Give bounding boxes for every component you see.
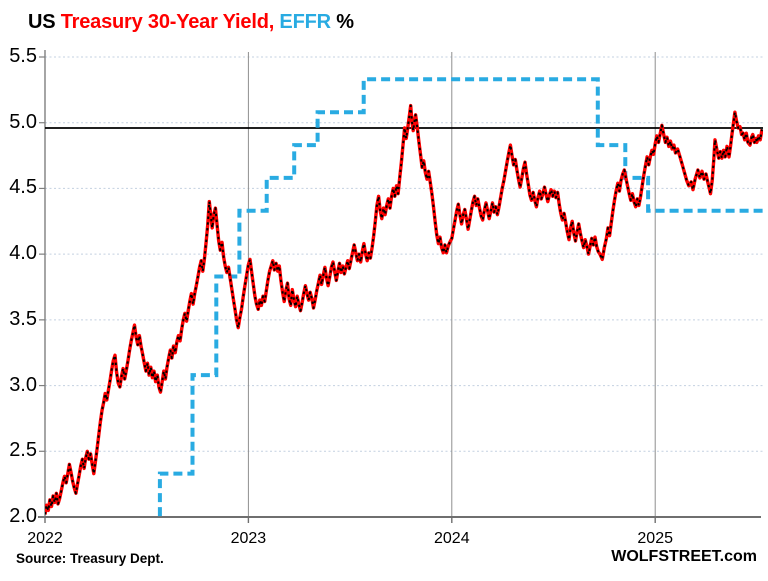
x-label-2022: 2022 [27, 530, 63, 547]
chart-title: US Treasury 30-Year Yield, EFFR % [28, 11, 354, 34]
wolfstreet-branding: WOLFSTREET.com [611, 548, 757, 565]
y-label-5.0: 5.0 [9, 110, 37, 133]
axes [38, 50, 761, 518]
axis-ticks [39, 56, 656, 523]
y-label-2.5: 2.5 [9, 439, 37, 462]
treasury-yield-line [45, 103, 763, 515]
treasury-yield-dash-overlay [45, 104, 763, 515]
y-label-3.0: 3.0 [9, 373, 37, 396]
title-treasury-series: Treasury 30-Year Yield, [60, 11, 275, 33]
x-label-2024: 2024 [434, 530, 470, 547]
y-label-5.5: 5.5 [9, 45, 37, 68]
y-label-2.0: 2.0 [9, 505, 37, 528]
title-effr-series: EFFR [274, 11, 331, 33]
effr-step-line [157, 77, 763, 517]
y-label-4.5: 4.5 [9, 176, 37, 199]
x-label-2025: 2025 [637, 530, 673, 547]
title-percent: % [330, 11, 354, 33]
year-gridlines [247, 52, 656, 517]
source-note: Source: Treasury Dept. [16, 551, 164, 566]
y-label-4.0: 4.0 [9, 242, 37, 265]
x-label-2023: 2023 [230, 530, 267, 547]
y-label-3.5: 3.5 [9, 307, 37, 330]
title-us: US [28, 11, 61, 33]
